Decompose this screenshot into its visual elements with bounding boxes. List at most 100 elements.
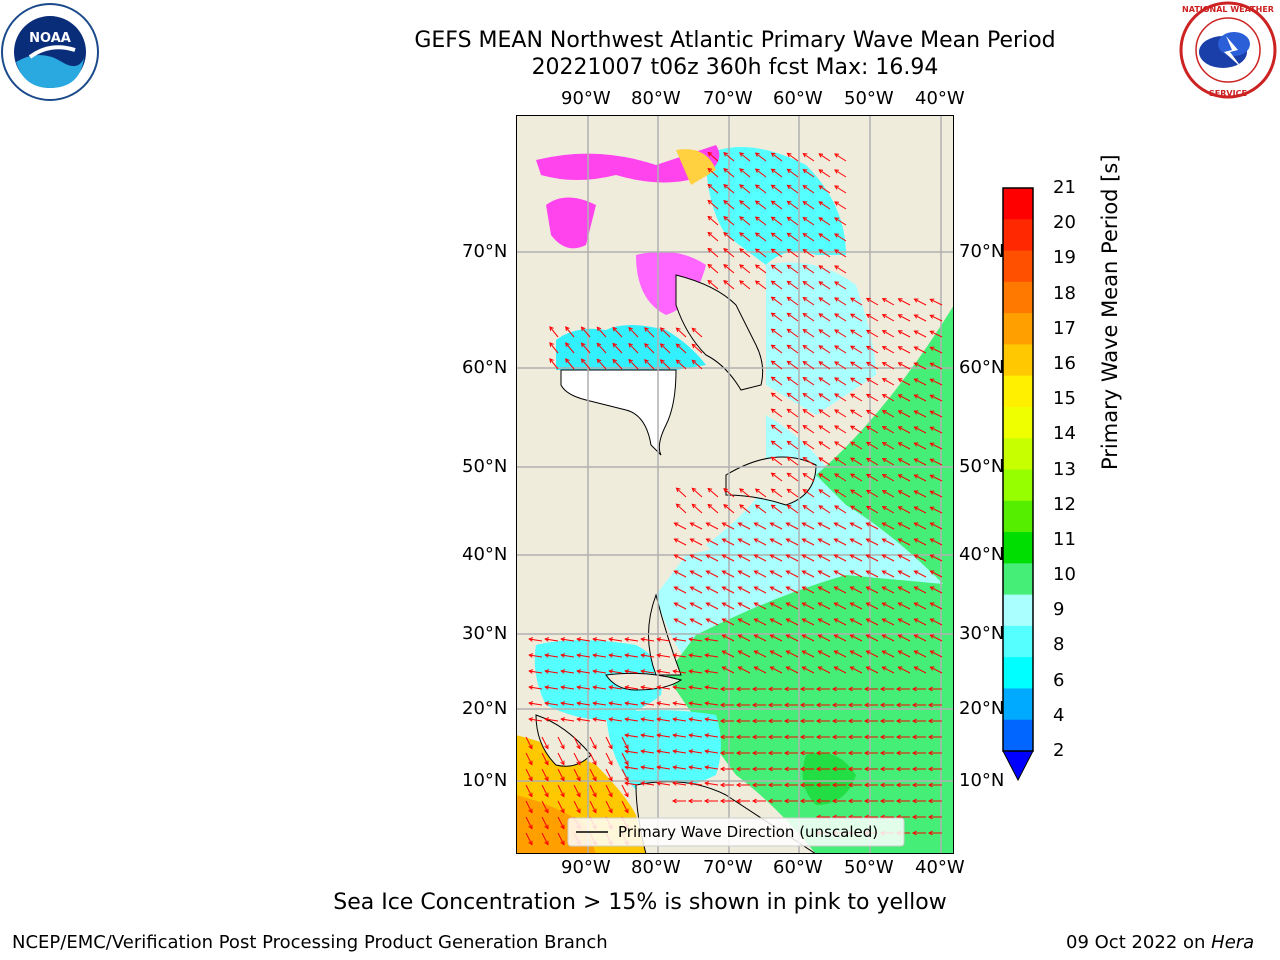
wave-arrow-head [865,313,871,319]
wave-arrow [657,750,671,754]
wave-arrow [754,650,767,658]
wave-arrow [898,426,911,434]
wave-arrow-head [834,409,840,414]
wave-arrow [850,409,863,418]
colorbar-block [1003,438,1033,470]
lon-top-90w: 90°W [561,88,611,109]
wave-arrow [657,670,671,674]
wave-arrow-head [769,650,775,655]
wave-arrow-head [770,424,776,430]
wave-arrow-head [834,425,840,430]
wave-arrow-head [850,345,855,350]
wave-arrow [787,424,799,434]
wave-arrow [818,586,831,594]
wave-arrow [850,457,863,466]
wave-arrow [882,298,895,306]
wave-arrow-head [596,326,602,332]
wave-arrow [673,766,687,770]
wave-arrow-head [818,425,824,430]
wave-arrow-head [735,734,741,740]
wave-arrow-head [913,362,919,367]
wave-arrow-head [721,570,727,575]
wave-arrow-head [786,232,792,238]
wave-arrow [589,784,597,797]
wave-arrow [565,358,575,370]
wave-arrow [771,376,783,386]
wave-arrow [644,343,655,354]
wave-arrow-head [929,378,935,383]
wave-arrow-head [929,586,935,591]
wave-arrow-head [754,280,760,285]
wave-arrow-head [834,265,840,270]
wave-arrow [866,425,879,434]
wave-arrow [722,570,735,578]
wave-arrow [930,346,943,354]
wave-arrow-head [783,702,789,708]
wave-arrow [689,734,703,738]
wave-arrow-head [544,701,550,706]
wave-arrow [674,522,687,530]
wave-arrow [641,734,655,738]
lon-bottom-40w: 40°W [915,857,965,878]
wave-arrow [706,554,719,562]
wave-arrow [770,650,783,658]
wave-arrow [707,200,719,210]
wave-arrow [803,473,815,482]
wave-arrow [914,474,927,482]
wave-arrow [529,638,543,642]
wave-arrow [787,248,799,258]
wave-arrow-head [608,717,614,722]
wave-arrow-head [897,410,903,415]
wave-arrow [689,670,703,674]
wave-arrow-head [786,248,792,254]
graticule [516,115,954,854]
wave-arrow-head [656,701,662,706]
wave-arrow [787,264,799,274]
wave-arrow [930,458,943,466]
wave-arrow-head [802,473,808,478]
wave-arrow-head [719,782,725,788]
wave-arrow-head [739,168,744,173]
wave-arrow-head [818,377,824,382]
wave-arrow [690,586,703,594]
wave-arrow-head [913,394,919,399]
wave-arrow [739,248,751,258]
wave-arrow [771,312,783,322]
wave-arrow-head [817,586,823,591]
wave-arrow-head [560,824,565,830]
wave-arrow [834,297,847,306]
wave-arrow-head [802,409,808,414]
wave-arrow [882,570,895,578]
wave-arrow [641,686,655,690]
wave-arrow [786,522,799,530]
wave-arrow [882,586,895,594]
wave-arrow [802,538,815,546]
wave-arrow-head [897,362,903,367]
wave-arrow-head [688,765,694,770]
wave-arrow-head [865,425,871,431]
wave-arrow-head [834,297,840,302]
wave-arrow-head [831,718,837,724]
wave-arrow-head [769,602,775,607]
wave-arrow-head [802,265,808,270]
wave-arrow-head [754,184,760,189]
wave-arrow-head [576,669,582,674]
wave-arrow [739,264,751,274]
wave-arrow-head [913,442,919,447]
wave-arrow [818,233,831,242]
wave-arrow-head [929,634,935,639]
wave-arrow [722,650,735,658]
wave-arrow-head [799,798,805,804]
wave-arrow-head [753,586,759,591]
wave-arrow-head [689,586,695,591]
wave-arrow [834,554,847,562]
wave-arrow-head [544,824,549,830]
wave-arrow [771,392,783,402]
wave-arrow-head [723,504,729,509]
wave-arrow-head [754,264,760,269]
wave-arrow-head [705,554,711,559]
wave-arrow-head [895,702,901,708]
wave-arrow-head [704,653,710,658]
wave-arrow [706,538,719,546]
wave-arrow [930,554,943,562]
